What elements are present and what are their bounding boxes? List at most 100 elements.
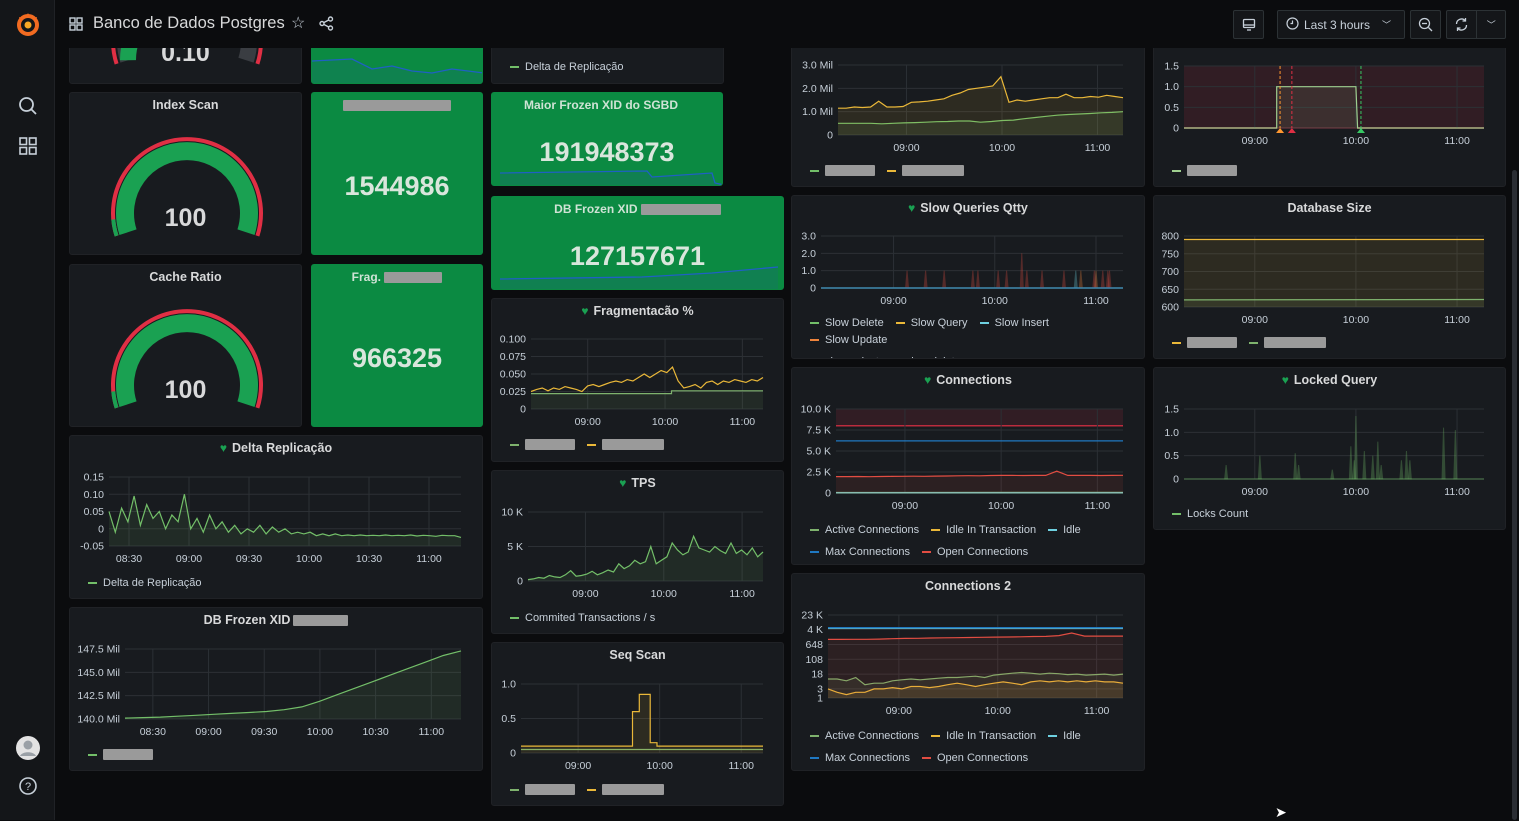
legend-item[interactable]: slow select	[810, 356, 879, 359]
share-icon[interactable]	[319, 16, 334, 36]
star-icon[interactable]: ☆	[291, 13, 305, 33]
dashboard-title[interactable]: Banco de Dados Postgres	[93, 14, 285, 33]
legend-item[interactable]: Max Connections	[810, 546, 910, 558]
legend-item[interactable]	[1172, 337, 1237, 348]
legend-item[interactable]: Idle In Transaction	[931, 730, 1036, 742]
legend-swatch	[510, 444, 519, 446]
x-tick-label: 11:00	[1083, 295, 1109, 307]
legend-item[interactable]	[510, 439, 575, 450]
legend-item[interactable]	[810, 165, 875, 176]
legend-label: Idle	[1063, 730, 1081, 742]
legend-item[interactable]: Idle In Transaction	[931, 524, 1036, 536]
legend-item[interactable]	[887, 165, 964, 176]
stat-value: 127157671	[492, 241, 783, 272]
legend-item[interactable]: Slow Insert	[980, 317, 1049, 329]
x-tick-label: 10:30	[356, 553, 382, 565]
zoom-out-button[interactable]	[1410, 10, 1441, 39]
y-tick-label: 0.5	[501, 713, 516, 725]
legend-item[interactable]: Idle	[1048, 730, 1081, 742]
spike-mark	[1005, 271, 1008, 288]
grafana-logo-icon[interactable]	[14, 10, 42, 38]
x-tick-label: 11:00	[730, 416, 756, 428]
search-icon[interactable]	[14, 92, 42, 120]
legend-item[interactable]	[510, 784, 575, 795]
legend-item[interactable]	[1249, 337, 1326, 348]
legend-item[interactable]	[587, 439, 664, 450]
series-area	[836, 471, 1123, 493]
dashboards-icon[interactable]	[14, 132, 42, 160]
x-tick-label: 09:00	[886, 705, 912, 717]
legend-label: Active Connections	[825, 730, 919, 742]
y-tick-label: 0.025	[500, 386, 526, 398]
legend-item[interactable]: Locks Count	[1172, 508, 1248, 520]
y-tick-label: 1.0	[801, 265, 816, 277]
y-tick-label: 18	[811, 669, 823, 681]
x-tick-label: 10:00	[1343, 314, 1369, 326]
x-tick-label: 09:30	[251, 726, 277, 738]
legend-item[interactable]	[1172, 165, 1237, 176]
legend-item[interactable]: Slow Delete	[810, 317, 884, 329]
y-tick-label: 5.0 K	[806, 446, 831, 458]
legend-label-redacted	[825, 165, 875, 176]
spike-mark	[1225, 465, 1228, 479]
legend-swatch	[810, 735, 819, 737]
dashboards-grid-icon[interactable]	[69, 17, 83, 36]
legend-item[interactable]: Commited Transactions / s	[510, 612, 655, 624]
legend	[88, 749, 474, 760]
legend-item[interactable]: Delta de Replicação	[510, 61, 623, 73]
legend-label-redacted	[602, 784, 664, 795]
spike-mark	[943, 271, 946, 288]
y-tick-label: 0.10	[84, 489, 105, 501]
legend-item[interactable]: Idle	[1048, 524, 1081, 536]
legend-label: Idle In Transaction	[946, 730, 1036, 742]
x-tick-label: 10:00	[652, 416, 678, 428]
spike-mark	[997, 271, 1000, 288]
legend-item[interactable]	[587, 784, 664, 795]
x-tick-label: 09:00	[575, 416, 601, 428]
y-tick-label: 0	[98, 523, 104, 535]
legend-swatch	[810, 339, 819, 341]
y-tick-label: 648	[805, 639, 823, 651]
y-tick-label: 600	[1161, 302, 1179, 314]
legend-swatch	[1048, 735, 1057, 737]
refresh-interval-chevron-icon[interactable]: ﹀	[1477, 18, 1505, 31]
scrollbar[interactable]	[1512, 170, 1517, 820]
legend-item[interactable]: Delta de Replicação	[88, 577, 201, 589]
user-avatar[interactable]	[14, 734, 42, 762]
legend-item[interactable]: Slow Update	[810, 334, 887, 346]
y-tick-label: 650	[1161, 284, 1179, 296]
y-tick-label: 4 K	[807, 624, 823, 636]
legend-item[interactable]: Open Connections	[922, 546, 1028, 558]
time-range-picker[interactable]: Last 3 hours ﹀	[1277, 10, 1405, 39]
legend-item[interactable]: Active Connections	[810, 524, 919, 536]
legend-item[interactable]: Open Connections	[922, 752, 1028, 764]
refresh-icon[interactable]	[1447, 11, 1477, 38]
spike-mark	[971, 271, 974, 288]
tv-mode-button[interactable]	[1233, 10, 1264, 39]
legend-item[interactable]: slow delete	[891, 356, 961, 359]
y-tick-label: 0	[827, 130, 833, 142]
series-area	[1184, 240, 1484, 308]
spike-mark	[924, 271, 927, 288]
legend-swatch	[922, 551, 931, 553]
legend-item[interactable]: Max Connections	[810, 752, 910, 764]
legend-swatch	[980, 322, 989, 324]
legend: Delta de Replicação	[510, 61, 715, 73]
y-tick-label: 2.0 Mil	[802, 83, 833, 95]
legend-label: Idle In Transaction	[946, 524, 1036, 536]
legend-item[interactable]: Slow Query	[896, 317, 968, 329]
stat-value: 191948373	[492, 137, 722, 168]
legend-item[interactable]: Active Connections	[810, 730, 919, 742]
help-icon[interactable]: ?	[14, 772, 42, 800]
legend-item[interactable]	[88, 749, 153, 760]
